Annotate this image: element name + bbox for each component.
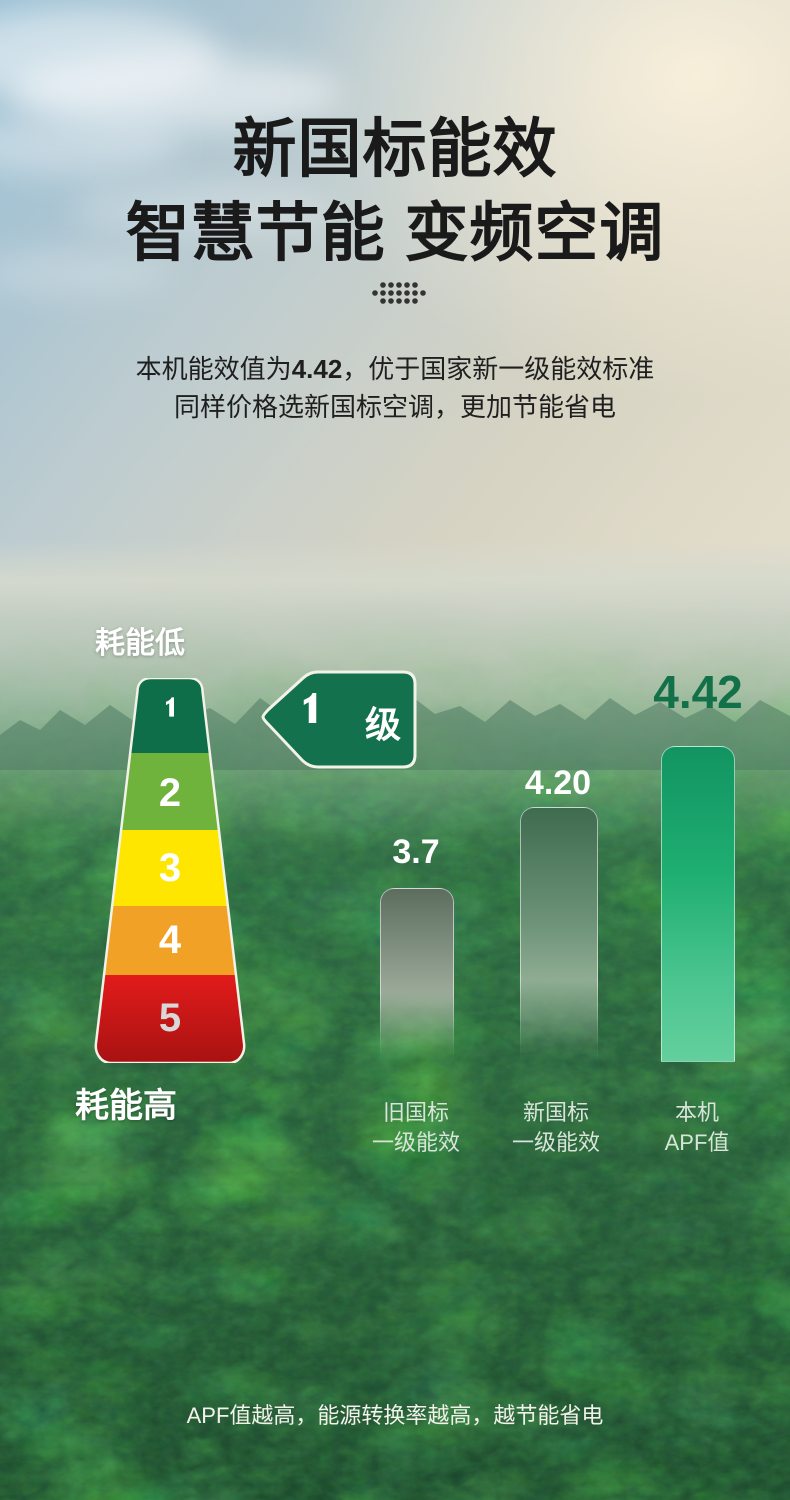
svg-text:2: 2 [159, 771, 181, 815]
svg-text:4: 4 [159, 918, 182, 962]
svg-text:5: 5 [159, 996, 181, 1040]
svg-text:3: 3 [159, 846, 181, 890]
svg-text:级: 级 [365, 704, 401, 745]
